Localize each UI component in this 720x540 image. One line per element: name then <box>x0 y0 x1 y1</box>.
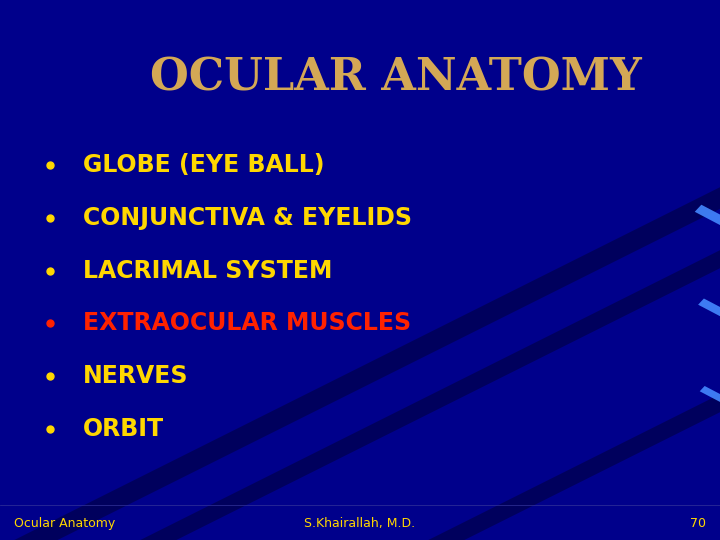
Polygon shape <box>428 0 720 540</box>
Bar <box>695 205 720 227</box>
Text: LACRIMAL SYSTEM: LACRIMAL SYSTEM <box>83 259 332 282</box>
Text: S.Khairallah, M.D.: S.Khairallah, M.D. <box>305 517 415 530</box>
Text: NERVES: NERVES <box>83 364 189 388</box>
Bar <box>698 299 720 317</box>
Text: Ocular Anatomy: Ocular Anatomy <box>14 517 116 530</box>
Text: EXTRAOCULAR MUSCLES: EXTRAOCULAR MUSCLES <box>83 312 411 335</box>
Text: OCULAR ANATOMY: OCULAR ANATOMY <box>150 57 642 100</box>
Text: CONJUNCTIVA & EYELIDS: CONJUNCTIVA & EYELIDS <box>83 206 412 230</box>
Text: GLOBE (EYE BALL): GLOBE (EYE BALL) <box>83 153 324 177</box>
Polygon shape <box>140 0 720 540</box>
Bar <box>700 386 720 402</box>
Text: ORBIT: ORBIT <box>83 417 164 441</box>
Polygon shape <box>14 0 720 540</box>
Text: 70: 70 <box>690 517 706 530</box>
